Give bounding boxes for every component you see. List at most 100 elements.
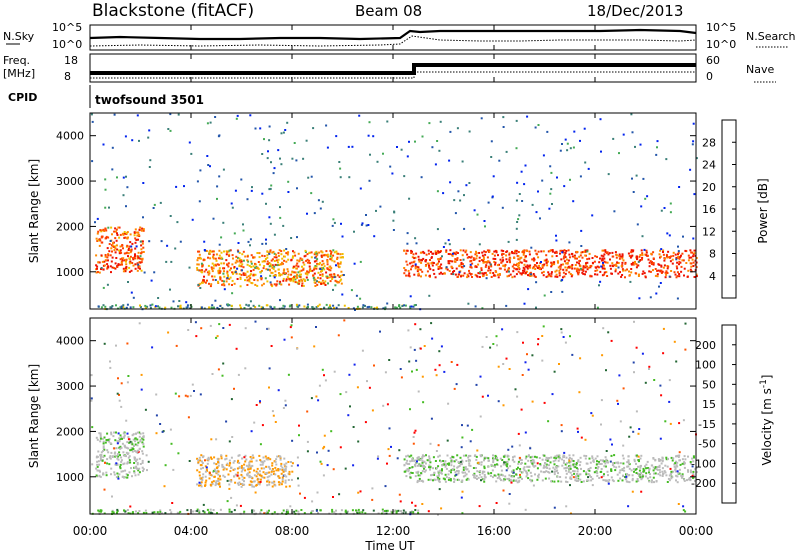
- echo-cell-1: [248, 264, 251, 267]
- echo-cell-2: [435, 467, 438, 469]
- scatter-echo: [167, 128, 170, 130]
- scatter-echo: [109, 360, 111, 363]
- echo-cell-2: [524, 271, 527, 274]
- echo-cell-0: [125, 263, 128, 266]
- echo-cell-2: [619, 469, 622, 472]
- echo-cell-2: [612, 480, 615, 483]
- echo-cell-0: [123, 444, 126, 447]
- scatter-echo: [207, 164, 210, 166]
- echo-cell-2: [430, 474, 432, 477]
- echo-cell-1: [248, 471, 251, 474]
- echo-cell-2: [420, 472, 423, 475]
- echo-cell-2: [529, 264, 532, 267]
- echo-cell-2: [627, 459, 630, 462]
- echo-cell-2: [606, 275, 609, 277]
- echo-cell-0: [105, 235, 108, 238]
- echo-cell-0: [133, 466, 136, 469]
- echo-cell-0: [136, 458, 139, 461]
- scatter-echo: [137, 449, 139, 452]
- echo-cell-3: [403, 304, 406, 307]
- echo-cell-2: [506, 477, 509, 480]
- scatter-echo: [335, 135, 338, 138]
- echo-cell-2: [565, 469, 568, 472]
- scatter-echo: [635, 410, 638, 413]
- echo-cell-2: [590, 275, 593, 278]
- echo-cell-2: [489, 271, 492, 274]
- echo-cell-0: [116, 266, 119, 268]
- echo-cell-1: [240, 485, 243, 488]
- echo-cell-2: [405, 455, 408, 458]
- scatter-echo: [560, 424, 563, 427]
- scatter-echo: [222, 327, 225, 329]
- echo-cell-1: [216, 457, 219, 460]
- echo-cell-1: [266, 280, 269, 283]
- echo-cell-3: [125, 306, 128, 309]
- scatter-echo: [600, 150, 602, 153]
- echo-cell-2: [535, 456, 538, 459]
- scatter-echo: [367, 134, 370, 137]
- scatter-echo: [339, 176, 342, 179]
- echo-cell-2: [574, 264, 577, 266]
- scatter-echo: [230, 398, 233, 401]
- echo-cell-2: [537, 256, 540, 259]
- echo-cell-2: [591, 457, 594, 460]
- echo-cell-0: [109, 265, 112, 268]
- echo-cell-2: [525, 255, 527, 258]
- echo-cell-2: [522, 271, 525, 274]
- scatter-echo: [473, 209, 476, 212]
- echo-cell-3: [138, 510, 141, 512]
- scatter-echo: [436, 140, 439, 142]
- echo-cell-1: [258, 263, 261, 266]
- echo-cell-1: [198, 256, 201, 259]
- echo-cell-1: [198, 474, 201, 477]
- scatter-echo: [505, 357, 508, 360]
- echo-cell-2: [488, 250, 491, 253]
- echo-cell-2: [429, 461, 432, 464]
- scatter-echo: [547, 420, 550, 423]
- scatter-echo: [330, 430, 333, 433]
- echo-cell-3: [111, 305, 114, 307]
- echo-cell-2: [519, 459, 522, 461]
- echo-cell-2: [517, 258, 520, 261]
- echo-cell-2: [426, 270, 429, 273]
- echo-cell-2: [414, 475, 417, 478]
- echo-cell-3: [139, 306, 142, 308]
- scatter-echo: [116, 176, 118, 179]
- echo-cell-1: [236, 482, 239, 485]
- echo-cell-2: [461, 254, 464, 257]
- echo-cell-2: [656, 269, 658, 272]
- scatter-echo: [102, 286, 105, 289]
- scatter-echo: [230, 202, 233, 205]
- scatter-echo: [316, 280, 318, 283]
- echo-cell-2: [565, 262, 568, 265]
- scatter-echo: [664, 420, 667, 423]
- echo-cell-1: [243, 480, 245, 483]
- echo-cell-3: [221, 307, 224, 310]
- echo-cell-2: [560, 258, 563, 261]
- echo-cell-1: [331, 259, 334, 262]
- echo-cell-2: [524, 462, 527, 465]
- echo-cell-2: [426, 459, 429, 462]
- echo-cell-2: [563, 275, 566, 278]
- echo-cell-1: [319, 277, 322, 280]
- echo-cell-1: [339, 253, 342, 256]
- echo-cell-2: [562, 251, 565, 254]
- echo-cell-0: [102, 445, 105, 448]
- echo-cell-2: [575, 250, 578, 253]
- echo-cell-0: [141, 257, 144, 260]
- echo-cell-1: [321, 251, 324, 254]
- scatter-echo: [286, 508, 289, 511]
- echo-cell-2: [681, 473, 684, 476]
- echo-cell-2: [680, 476, 683, 479]
- scatter-echo: [263, 512, 266, 515]
- echo-cell-1: [242, 266, 245, 269]
- echo-cell-0: [131, 443, 134, 446]
- echo-cell-1: [278, 483, 281, 486]
- scatter-echo: [618, 374, 621, 377]
- echo-cell-1: [279, 481, 282, 484]
- echo-cell-3: [137, 512, 140, 515]
- echo-cell-2: [509, 480, 512, 483]
- echo-cell-2: [589, 265, 592, 267]
- echo-cell-2: [621, 257, 624, 260]
- echo-cell-0: [127, 452, 130, 455]
